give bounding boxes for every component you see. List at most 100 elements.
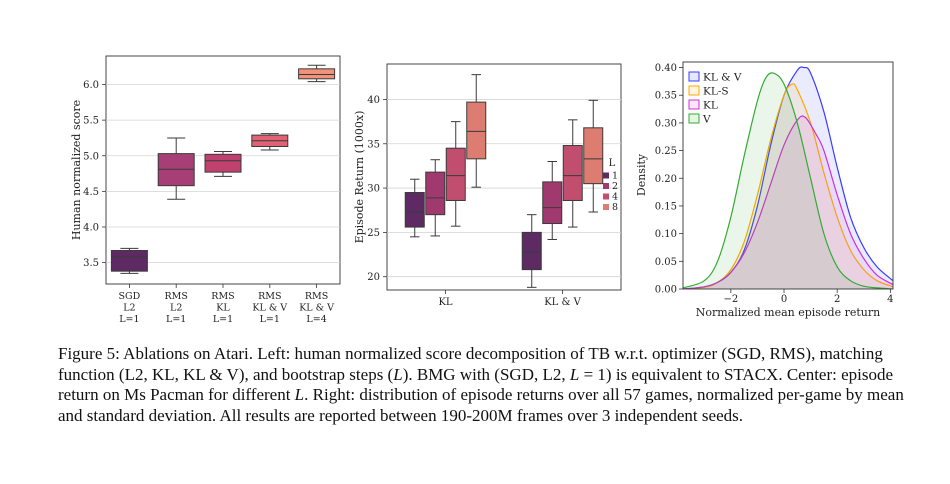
right-ytick-label: 0.40 bbox=[655, 63, 677, 74]
center-ytick-label: 30 bbox=[367, 184, 380, 195]
right-ytick-label: 0.20 bbox=[655, 174, 677, 185]
center-box-0-2 bbox=[445, 121, 466, 227]
caption-var-l-3: L bbox=[294, 385, 305, 405]
left-xtick-line: L=1 bbox=[166, 314, 186, 325]
right-legend-swatch bbox=[688, 85, 700, 96]
center-legend-swatch bbox=[603, 193, 609, 200]
center-legend-label: 2 bbox=[612, 181, 618, 192]
center-legend-label: 8 bbox=[612, 202, 618, 213]
right-plot-frame bbox=[682, 61, 894, 290]
left-xtick-line: L2 bbox=[170, 303, 182, 314]
left-xtick-line: KL & V bbox=[252, 303, 287, 314]
center-box-0-0 bbox=[404, 178, 425, 238]
center-legend-swatch bbox=[603, 204, 609, 210]
left-xtick-line: RMS bbox=[258, 291, 281, 302]
caption-text-1: Figure 5: Ablations on Atari. Left: huma… bbox=[58, 344, 883, 384]
box-iqr bbox=[425, 171, 446, 216]
density-curve-3 bbox=[683, 72, 893, 289]
right-ytick-label: 0.35 bbox=[655, 91, 677, 102]
right-ytick-label: 0.30 bbox=[655, 118, 677, 129]
right-density-panel: 0.00 0.05 0.10 0.15 0.20 0.25 0.30 0.35 0.40 −2 0… bbox=[635, 61, 894, 319]
center-plot-frame bbox=[386, 63, 622, 291]
density-fill-3 bbox=[683, 72, 893, 289]
left-xtick-line: KL bbox=[216, 303, 230, 314]
right-legend-label: KL bbox=[703, 100, 718, 112]
box-iqr bbox=[204, 153, 242, 173]
caption-var-l-2: L bbox=[569, 364, 580, 384]
right-xtick-label: 4 bbox=[887, 294, 893, 305]
box-iqr bbox=[466, 101, 487, 160]
left-xtick-label: SGD L2 L=1 bbox=[119, 291, 141, 325]
center-xtick-label: KL & V bbox=[544, 297, 581, 308]
right-legend-swatch bbox=[688, 99, 700, 110]
box-iqr bbox=[110, 250, 148, 272]
box-iqr bbox=[445, 147, 466, 201]
left-ytick-label: 6.0 bbox=[83, 80, 99, 91]
left-xtick-label: RMS KL & V L=1 bbox=[252, 291, 287, 325]
left-xtick-line: L2 bbox=[123, 303, 135, 314]
density-fill-1 bbox=[683, 83, 893, 289]
density-fill-0 bbox=[683, 66, 893, 289]
left-xtick-line: RMS bbox=[165, 291, 188, 302]
left-ytick-label: 5.5 bbox=[83, 116, 99, 127]
left-xtick-line: L=4 bbox=[306, 314, 326, 325]
left-xtick-line: RMS bbox=[211, 291, 234, 302]
density-fill-2 bbox=[683, 116, 893, 289]
caption-text-4: . Right: distribution of episode returns… bbox=[58, 385, 904, 425]
left-y-axis-label: Human normalized score bbox=[70, 100, 83, 240]
left-box-0 bbox=[110, 247, 148, 274]
box-iqr bbox=[542, 181, 563, 225]
left-ytick-label: 4.5 bbox=[83, 187, 99, 198]
caption-text-3: = 1) is equivalent to STACX. Center: epi… bbox=[58, 364, 894, 405]
center-ytick-label: 20 bbox=[367, 272, 380, 283]
center-box-0-1 bbox=[425, 159, 446, 237]
right-legend-label: KL-S bbox=[703, 86, 729, 98]
center-y-axis-label: Episode Return (1000x) bbox=[353, 111, 366, 244]
center-legend-label: 1 bbox=[612, 171, 618, 182]
right-ytick-label: 0.25 bbox=[655, 146, 677, 157]
left-xtick-line: L=1 bbox=[213, 314, 233, 325]
center-ytick-label: 25 bbox=[367, 228, 380, 239]
center-legend-title: L bbox=[609, 158, 616, 169]
right-y-axis-label: Density bbox=[635, 153, 648, 196]
center-box-1-2 bbox=[562, 119, 583, 228]
left-xtick-label: RMS KL L=1 bbox=[211, 291, 234, 325]
right-ytick-label: 0.15 bbox=[655, 201, 677, 212]
density-curve-2 bbox=[683, 115, 893, 289]
left-xtick-line: KL & V bbox=[299, 303, 334, 314]
left-ytick-label: 4.0 bbox=[83, 223, 99, 234]
left-ytick-label: 3.5 bbox=[83, 258, 99, 269]
figure-caption: Figure 5: Ablations on Atari. Left: huma… bbox=[58, 344, 918, 426]
left-xtick-line: RMS bbox=[305, 291, 328, 302]
center-ytick-label: 40 bbox=[367, 95, 380, 106]
box-iqr bbox=[562, 145, 583, 201]
left-box-3 bbox=[251, 133, 289, 151]
center-legend-swatch bbox=[603, 172, 609, 179]
left-box-1 bbox=[157, 137, 195, 200]
right-ytick-label: 0.10 bbox=[655, 229, 677, 240]
center-legend-label: 4 bbox=[612, 192, 618, 203]
center-box-1-3 bbox=[583, 99, 604, 213]
left-ytick-label: 5.0 bbox=[83, 151, 99, 162]
left-xtick-line: L=1 bbox=[119, 314, 139, 325]
center-box-1-0 bbox=[521, 214, 542, 288]
right-legend-swatch bbox=[688, 113, 700, 124]
center-box-1-1 bbox=[542, 160, 563, 240]
center-box-0-3 bbox=[466, 74, 487, 188]
caption-text-2: ). BMG with (SGD, L2, bbox=[402, 364, 570, 384]
left-xtick-label: RMS L2 L=1 bbox=[165, 291, 188, 325]
center-ytick-label: 35 bbox=[367, 139, 380, 150]
box-iqr bbox=[404, 192, 425, 228]
right-legend-label: V bbox=[702, 114, 711, 126]
density-curve-1 bbox=[683, 83, 893, 289]
box-iqr bbox=[298, 68, 336, 80]
box-iqr bbox=[583, 127, 604, 185]
right-legend-swatch bbox=[688, 71, 700, 82]
left-xtick-line: L=1 bbox=[260, 314, 280, 325]
left-box-4 bbox=[298, 64, 336, 83]
caption-var-l-1: L bbox=[393, 364, 403, 384]
right-legend: KL & V KL-S KL V bbox=[688, 71, 742, 126]
